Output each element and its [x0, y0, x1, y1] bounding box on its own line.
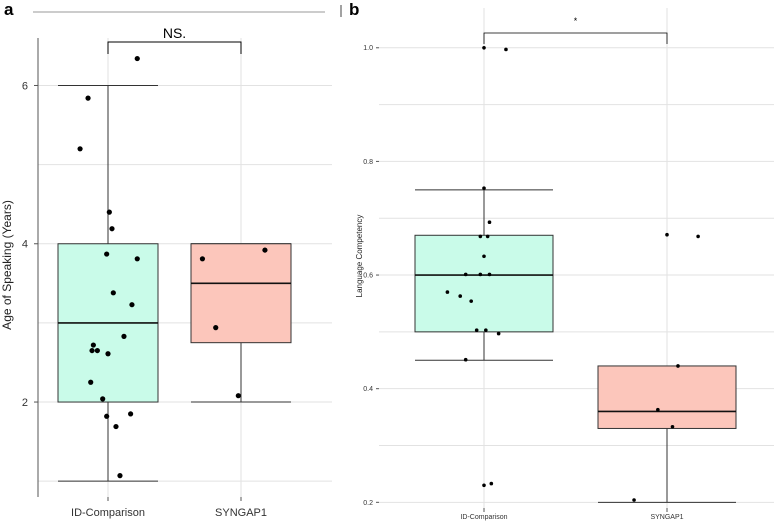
panel-a-significance-bracket: [107, 41, 242, 54]
a-data-point: [109, 226, 115, 232]
b-x-tick-label: SYNGAP1: [650, 514, 683, 521]
a-x-tick-label: SYNGAP1: [215, 507, 267, 519]
a-data-point: [106, 209, 112, 215]
a-box-SYNGAP1: [190, 243, 292, 344]
b-data-point: [489, 481, 494, 486]
b-data-point: [485, 234, 490, 239]
a-data-point: [213, 325, 219, 331]
panel-b-significance-bracket: [483, 32, 668, 44]
b-data-point: [676, 364, 680, 368]
a-data-point: [105, 351, 111, 357]
panel-b-y-ticks: 0.2 0.4 0.6 0.8 1.0: [363, 45, 379, 507]
b-box-ID-Comparison: [414, 234, 554, 333]
a-x-tick-label: ID-Comparison: [71, 507, 145, 519]
b-data-point: [463, 272, 468, 277]
a-data-point: [121, 333, 127, 339]
b-data-point: [670, 424, 675, 429]
b-y-tick-label: 1.0: [363, 45, 373, 52]
a-data-point: [262, 247, 268, 253]
b-data-point: [696, 234, 700, 239]
a-data-point: [117, 473, 123, 479]
b-x-tick-label: ID-Comparison: [460, 514, 507, 521]
panel-b: b * 0.2 0.4 0.6 0.8 1.0 ID-Comparison SYNGAP1…: [349, 0, 774, 521]
b-data-point: [482, 483, 486, 488]
a-data-point: [110, 290, 116, 296]
a-data-point: [88, 379, 94, 385]
b-data-point: [632, 498, 636, 502]
b-data-point: [482, 186, 486, 190]
panel-a-y-ticks: 2 4 6: [22, 80, 38, 409]
a-data-point: [134, 256, 140, 262]
b-data-point: [445, 290, 450, 294]
b-box-SYNGAP1: [597, 365, 737, 429]
panel-b-annotation: *: [483, 16, 668, 44]
b-y-tick-label: 0.2: [363, 500, 373, 507]
b-data-point: [487, 220, 492, 225]
panel-a-points: [77, 55, 268, 479]
b-y-tick-label: 0.4: [363, 386, 373, 393]
panel-a: a NS. 2 4 6 ID-Comparison SYNGAP1 Age of Sp…: [0, 0, 332, 519]
b-data-point: [463, 357, 468, 362]
panel-b-boxes: [414, 189, 737, 503]
a-y-tick-label: 2: [22, 397, 28, 409]
a-data-point: [77, 146, 83, 152]
b-data-point: [469, 299, 473, 303]
a-data-point: [235, 393, 241, 399]
a-data-point: [104, 413, 110, 419]
panel-a-x-ticks: ID-Comparison SYNGAP1: [71, 497, 267, 519]
b-data-point: [487, 272, 492, 277]
a-data-point: [94, 347, 100, 354]
a-data-point: [129, 302, 135, 308]
b-data-point: [478, 234, 483, 239]
b-data-point: [482, 254, 486, 259]
panel-a-annotation: NS.: [107, 25, 242, 54]
panel-a-label: a: [4, 0, 14, 19]
b-data-point: [458, 294, 463, 298]
panel-a-y-axis-title: Age of Speaking (Years): [0, 200, 14, 330]
b-data-point: [656, 407, 660, 412]
b-data-point: [474, 328, 479, 332]
panel-b-points: [445, 45, 700, 502]
panel-b-label: b: [349, 0, 359, 19]
a-data-point: [100, 396, 106, 402]
a-y-tick-label: 4: [22, 239, 28, 251]
a-data-point: [89, 347, 95, 354]
a-data-point: [90, 342, 96, 348]
panel-b-y-axis-title: Language Competency: [355, 215, 364, 298]
b-data-point: [496, 331, 501, 336]
b-y-tick-label: 0.8: [363, 159, 373, 166]
panel-a-significance-label: NS.: [163, 25, 186, 41]
a-data-point: [85, 95, 91, 101]
a-data-point: [113, 423, 119, 430]
a-data-point: [134, 55, 140, 62]
a-y-tick-label: 6: [22, 80, 28, 92]
b-data-point: [665, 232, 669, 237]
panel-b-significance-label: *: [574, 16, 578, 26]
b-data-point: [504, 47, 508, 52]
panel-b-x-ticks: ID-Comparison SYNGAP1: [460, 508, 684, 521]
a-data-point: [128, 411, 134, 417]
b-data-point: [478, 272, 483, 277]
b-data-point: [482, 45, 486, 50]
a-data-point: [104, 251, 110, 257]
b-data-point: [484, 328, 488, 332]
b-y-tick-label: 0.6: [363, 272, 373, 279]
a-data-point: [199, 256, 206, 262]
